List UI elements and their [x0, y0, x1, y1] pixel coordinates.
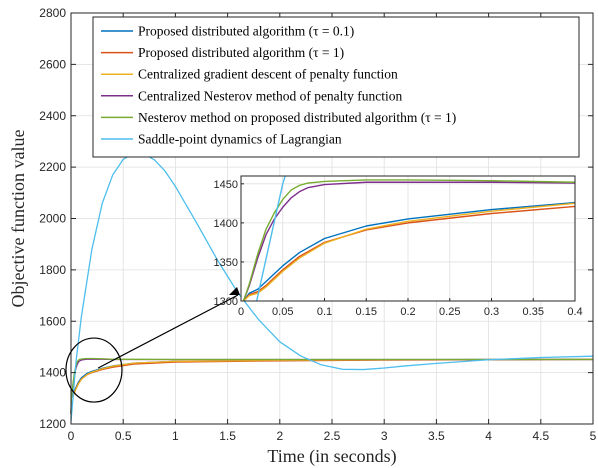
x-tick-label: 3.5 [428, 429, 445, 443]
legend-box [92, 16, 580, 158]
series-line-5 [70, 357, 593, 414]
inset-x-tick-label: 0.2 [400, 306, 415, 318]
legend-entry-5: Nesterov method on proposed distributed … [138, 110, 456, 125]
inset-x-tick-label: 0.4 [567, 306, 582, 318]
inset-series-line-3 [242, 202, 575, 301]
y-tick-label: 1600 [39, 314, 66, 328]
x-tick-label: 4.5 [532, 429, 549, 443]
inset-x-tick-label: 0.1 [317, 306, 332, 318]
legend-entry-1: Proposed distributed algorithm (τ = 0.1) [138, 24, 354, 39]
y-tick-label: 1200 [39, 417, 66, 431]
y-tick-label: 2400 [39, 109, 66, 123]
inset-x-tick-label: 0.25 [439, 306, 460, 318]
x-axis-label: Time (in seconds) [267, 446, 396, 467]
y-tick-label: 2600 [39, 57, 66, 71]
inset-y-tick-label: 1300 [214, 296, 238, 308]
x-tick-label: 3 [381, 429, 388, 443]
inset-plot: 0 0.05 0.1 0.15 0.2 0.25 0.3 0.35 0.4 1300 1350 140… [214, 175, 583, 318]
y-tick-label: 2800 [39, 6, 66, 20]
main-series [70, 152, 594, 422]
inset-y-tick-label: 1400 [214, 218, 238, 230]
inset-x-tick-label: 0.15 [356, 306, 377, 318]
y-axis-label: Objective function value [8, 130, 28, 308]
main-ticks [70, 12, 594, 425]
zoom-arrowhead [229, 287, 240, 295]
y-tick-label: 2000 [39, 212, 66, 226]
y-tick-label: 2200 [39, 160, 66, 174]
legend-entry-3: Centralized gradient descent of penalty … [138, 67, 398, 82]
x-tick-label: 2 [276, 429, 283, 443]
main-tick-labels: 0 0.5 1 1.5 2 2.5 3 3.5 4 4.5 5 1200 1400 1600 1800 200… [39, 6, 596, 443]
inset-x-tick-label: 0.3 [484, 306, 499, 318]
x-tick-label: 5 [590, 429, 597, 443]
legend-entry-6: Saddle-point dynamics of Lagrangian [138, 132, 342, 147]
legend-entry-4: Centralized Nesterov method of penalty f… [138, 88, 403, 103]
x-tick-label: 0.5 [115, 429, 132, 443]
zoom-callout [65, 287, 240, 403]
x-tick-label: 2.5 [324, 429, 341, 443]
x-tick-label: 1 [172, 429, 179, 443]
legend: Proposed distributed algorithm (τ = 0.1)… [92, 16, 580, 158]
inset-x-tick-label: 0.05 [272, 306, 293, 318]
y-tick-label: 1800 [39, 263, 66, 277]
inset-x-tick-label: 0 [238, 306, 244, 318]
inset-y-tick-label: 1450 [214, 179, 238, 191]
inset-y-tick-label: 1350 [214, 257, 238, 269]
x-tick-label: 4 [485, 429, 492, 443]
series-line-6 [70, 152, 594, 422]
x-tick-label: 0 [68, 429, 75, 443]
y-tick-label: 1400 [39, 366, 66, 380]
zoom-arrow-line [97, 294, 239, 369]
inset-series-line-5 [242, 179, 575, 301]
zoom-circle [65, 337, 123, 403]
inset-series-line-6 [255, 176, 286, 301]
inset-x-tick-label: 0.35 [523, 306, 544, 318]
x-tick-label: 1.5 [219, 429, 236, 443]
inset-series [242, 176, 575, 301]
legend-entry-2: Proposed distributed algorithm (τ = 1) [138, 45, 344, 60]
inset-series-line-1 [242, 201, 575, 301]
